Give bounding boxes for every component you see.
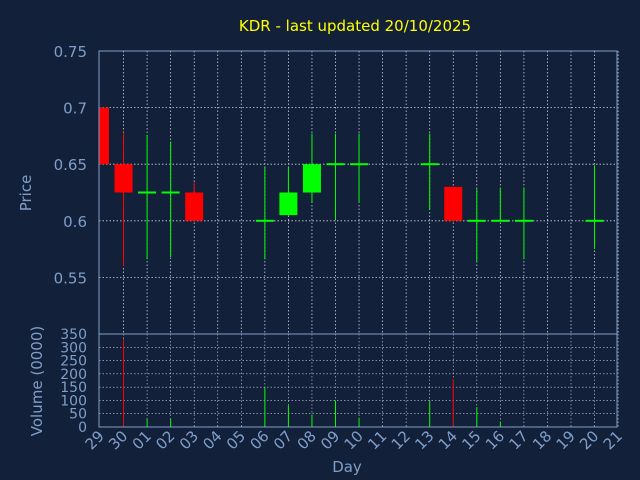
price-y-tick-label: 0.75 (54, 43, 87, 61)
candle (99, 107, 109, 165)
volume-bars (123, 339, 501, 427)
volume-plot-frame (98, 333, 618, 428)
x-axis-label: Day (332, 458, 362, 476)
chart-title: KDR - last updated 20/10/2025 (239, 17, 471, 35)
volume-y-tick-label: 100 (60, 393, 87, 409)
candle (138, 134, 157, 260)
candle (302, 133, 321, 202)
candle-body (514, 219, 533, 222)
volume-axis-label: Volume (0000) (28, 326, 46, 436)
candle (444, 186, 463, 221)
volume-y-tick-label: 250 (60, 354, 87, 370)
candle-body (350, 163, 369, 166)
candle (491, 187, 510, 222)
candle-body (326, 163, 345, 166)
candle-body (255, 219, 274, 222)
price-y-tick-label: 0.65 (54, 156, 87, 174)
candle (467, 189, 486, 262)
candle-body (114, 164, 133, 193)
volume-y-tick-label: 200 (60, 367, 87, 383)
candle-body (138, 191, 157, 194)
candle-body (302, 164, 321, 193)
candle (585, 165, 604, 250)
candle-body (420, 163, 439, 166)
candle (350, 133, 369, 203)
candle-body (279, 192, 298, 216)
price-candles (99, 107, 604, 267)
price-y-tick-labels: 0.55 0.6 0.65 0.7 0.75 (54, 43, 87, 287)
candle-body (491, 219, 510, 222)
volume-y-tick-label: 350 (60, 327, 87, 343)
candle-body (585, 219, 604, 222)
price-y-tick-label: 0.55 (54, 269, 87, 287)
candle (161, 141, 180, 258)
candle (114, 132, 133, 267)
volume-y-tick-label: 300 (60, 340, 87, 356)
candle (255, 167, 274, 260)
volume-y-tick-label: 150 (60, 380, 87, 396)
volume-y-tick-label: 0 (78, 420, 87, 436)
candle-body (444, 186, 463, 221)
price-y-tick-label: 0.6 (63, 213, 87, 231)
candle-body (99, 107, 109, 165)
candle (420, 133, 439, 210)
candle-body (185, 192, 204, 221)
candle (326, 133, 345, 220)
candle (279, 167, 298, 216)
candle-body (161, 191, 180, 194)
x-tick-labels: 2930010203040506070809101112131415161718… (82, 427, 626, 453)
price-axis-label: Price (17, 175, 35, 212)
price-y-tick-label: 0.7 (63, 100, 87, 118)
volume-y-tick-label: 50 (69, 407, 87, 423)
candle (514, 187, 533, 260)
candle-body (467, 219, 486, 222)
candle (185, 182, 204, 221)
